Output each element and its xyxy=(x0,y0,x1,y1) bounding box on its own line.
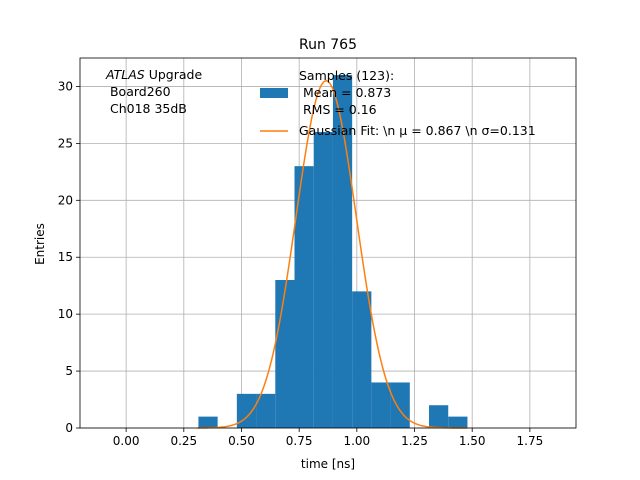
annotation-atlas: ATLAS xyxy=(105,67,145,82)
histogram-bar xyxy=(236,393,257,428)
y-tick-label: 20 xyxy=(58,193,73,207)
histogram-bar xyxy=(256,393,276,428)
legend-swatch-samples xyxy=(260,88,288,98)
x-tick-label: 0.25 xyxy=(170,434,197,448)
histogram-bar xyxy=(313,132,333,428)
axes-frame xyxy=(79,57,577,429)
x-axis-ticks: 0.00 0.25 0.50 0.75 1.00 1.25 1.50 1.75 xyxy=(113,428,543,448)
annotation-upgrade: Upgrade xyxy=(145,67,203,82)
x-tick-label: 1.00 xyxy=(343,434,370,448)
histogram-bar xyxy=(371,382,391,428)
legend-samples-line-3: RMS = 0.16 xyxy=(299,102,377,117)
y-tick-label: 15 xyxy=(58,250,73,264)
x-tick-label: 0.50 xyxy=(228,434,255,448)
histogram-bar xyxy=(332,75,353,429)
annotation-line-1: ATLAS Upgrade xyxy=(105,67,202,82)
histogram-bar xyxy=(275,280,295,428)
histogram-bar xyxy=(352,291,372,428)
histogram-bar xyxy=(429,405,449,428)
x-tick-label: 1.75 xyxy=(517,434,544,448)
legend-samples-line-1: Samples (123): xyxy=(299,68,394,83)
x-tick-label: 1.50 xyxy=(459,434,486,448)
legend-samples-line-2: Mean = 0.873 xyxy=(299,85,391,100)
gaussian-fit-curve xyxy=(197,80,468,429)
y-axis-ticks: 0 5 10 15 20 25 30 xyxy=(58,79,80,435)
x-tick-label: 0.00 xyxy=(113,434,140,448)
y-tick-label: 0 xyxy=(65,421,73,435)
x-tick-label: 0.75 xyxy=(286,434,313,448)
annotation-line-3: Ch018 35dB xyxy=(106,101,187,116)
legend: Samples (123): Mean = 0.873 RMS = 0.16 G… xyxy=(260,68,536,138)
y-axis-label: Entries xyxy=(33,223,47,265)
histogram-bar xyxy=(390,382,410,428)
y-tick-label: 5 xyxy=(65,364,73,378)
histogram-bars xyxy=(198,75,468,429)
legend-fit-label: Gaussian Fit: \n μ = 0.867 \n σ=0.131 xyxy=(299,123,536,138)
atlas-annotation: ATLAS Upgrade Board260 Ch018 35dB xyxy=(105,67,202,116)
histogram-bar xyxy=(198,416,218,428)
histogram-bar xyxy=(448,416,468,428)
chart-title: Run 765 xyxy=(299,37,357,53)
x-tick-label: 1.25 xyxy=(401,434,428,448)
y-tick-label: 30 xyxy=(58,79,73,93)
y-tick-label: 10 xyxy=(58,307,73,321)
annotation-line-2: Board260 xyxy=(106,84,171,99)
x-axis-label: time [ns] xyxy=(301,457,355,471)
y-tick-label: 25 xyxy=(58,136,73,150)
histogram-bar xyxy=(294,166,314,428)
